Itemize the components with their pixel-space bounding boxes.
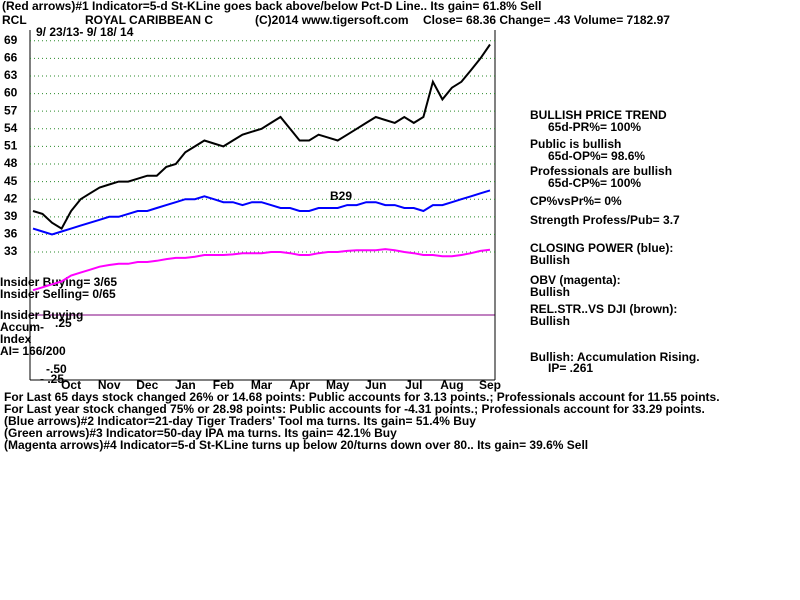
panel-text: 65d-CP%= 100% <box>548 176 641 190</box>
series-line <box>32 189 491 236</box>
ticker: RCL <box>2 13 27 27</box>
series-line <box>32 43 491 231</box>
y-tick-label: 42 <box>4 191 18 205</box>
y-tick-label: 39 <box>4 209 18 223</box>
panel-text: REL.STR..VS DJI (brown): <box>530 302 677 316</box>
y-tick-label: 45 <box>4 174 18 188</box>
y-tick-label: 33 <box>4 244 18 258</box>
panel-text: CLOSING POWER (blue): <box>530 241 673 255</box>
panel-text: BULLISH PRICE TREND <box>530 108 667 122</box>
footer-line: For Last year stock changed 75% or 28.98… <box>4 402 705 416</box>
x-tick-label: Jun <box>365 378 386 392</box>
signal-line: (Red arrows)#1 Indicator=5-d St-KLine go… <box>2 0 541 13</box>
x-tick-label: Nov <box>98 378 121 392</box>
panel-text: Bullish: Accumulation Rising. <box>530 350 700 364</box>
y-tick-label: 60 <box>4 86 18 100</box>
panel-text: Public is bullish <box>530 137 621 151</box>
panel-text: IP= .261 <box>548 361 593 375</box>
quote: Close= 68.36 Change= .43 Volume= 7182.97 <box>423 13 670 27</box>
panel-text: Bullish <box>530 285 570 299</box>
x-tick-label: Jul <box>405 378 422 392</box>
y-tick-label: 54 <box>4 121 18 135</box>
copyright: (C)2014 www.tigersoft.com <box>255 13 409 27</box>
left-label: Insider Buying <box>0 308 83 322</box>
x-tick-label: Dec <box>136 378 158 392</box>
panel-text: Strength Profess/Pub= 3.7 <box>530 213 680 227</box>
y-tick-label: 57 <box>4 103 18 117</box>
panel-text: 65d-OP%= 98.6% <box>548 149 645 163</box>
left-label: - .25 <box>40 372 64 386</box>
panel-text: Bullish <box>530 253 570 267</box>
x-tick-label: Mar <box>251 378 273 392</box>
x-tick-label: Jan <box>175 378 196 392</box>
left-label: -.50 <box>46 362 67 376</box>
series-line <box>32 248 491 292</box>
annotation: B29 <box>330 189 352 203</box>
x-tick-label: May <box>326 378 350 392</box>
panel-text: 65d-PR%= 100% <box>548 120 641 134</box>
left-label: Accum- <box>0 320 44 334</box>
y-tick-label: 66 <box>4 51 18 65</box>
company: ROYAL CARIBBEAN C <box>85 13 213 27</box>
left-label: Insider Selling= 0/65 <box>0 287 116 301</box>
footer-line: For Last 65 days stock changed 26% or 14… <box>4 390 720 404</box>
panel-text: Bullish <box>530 314 570 328</box>
left-label: Index <box>0 332 32 346</box>
x-tick-label: Oct <box>61 378 81 392</box>
x-tick-label: Apr <box>289 378 310 392</box>
panel-text: Professionals are bullish <box>530 164 672 178</box>
y-tick-label: 48 <box>4 156 18 170</box>
left-label: .25 <box>55 316 72 330</box>
panel-text: CP%vsPr%= 0% <box>530 194 622 208</box>
x-tick-label: Sep <box>479 378 501 392</box>
y-tick-label: 63 <box>4 68 18 82</box>
x-tick-label: Aug <box>440 378 463 392</box>
footer-line: (Magenta arrows)#4 Indicator=5-d St-KLin… <box>4 438 588 452</box>
date-range: 9/ 23/13- 9/ 18/ 14 <box>36 25 134 39</box>
footer-line: (Blue arrows)#2 Indicator=21-day Tiger T… <box>4 414 476 428</box>
y-tick-label: 69 <box>4 33 18 47</box>
footer-line: (Green arrows)#3 Indicator=50-day IPA ma… <box>4 426 397 440</box>
y-tick-label: 51 <box>4 139 18 153</box>
panel-text: OBV (magenta): <box>530 273 621 287</box>
x-tick-label: Feb <box>213 378 234 392</box>
y-tick-label: 36 <box>4 227 18 241</box>
left-label: AI= 166/200 <box>0 344 66 358</box>
